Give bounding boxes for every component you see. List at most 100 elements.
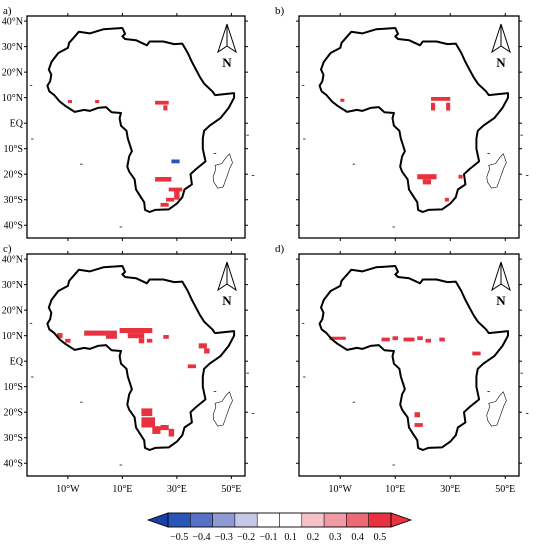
anomaly-cell — [95, 100, 100, 104]
island-speck — [487, 153, 490, 154]
anomaly-cell — [160, 202, 169, 207]
island-speck — [301, 84, 305, 86]
madagascar-coastline — [486, 391, 507, 427]
anomaly-cell — [439, 337, 445, 342]
x-tick-label: 10°E — [112, 484, 132, 495]
map-panel: b) N — [275, 5, 529, 241]
y-tick-label: 10°S — [3, 144, 23, 155]
anomaly-cell — [425, 338, 431, 343]
anomaly-cell — [146, 338, 153, 343]
panel-label: a) — [3, 5, 12, 17]
colorbar-tick-label: −0.5 — [170, 532, 188, 543]
panel-label: c) — [3, 243, 12, 255]
y-tick-label: 20°N — [2, 306, 23, 317]
colorbar-segment — [368, 512, 392, 528]
anomaly-cell — [417, 174, 437, 180]
anomaly-cell — [65, 338, 71, 343]
colorbar-tick-label: 0.1 — [284, 532, 297, 543]
colorbar-segment — [167, 512, 191, 528]
anomaly-cell — [444, 197, 449, 202]
x-tick-label: 10°W — [329, 484, 353, 495]
anomaly-cell — [403, 337, 415, 342]
colorbar-segment — [346, 512, 369, 528]
colorbar-tick-label: −0.3 — [215, 532, 233, 543]
island-speck — [352, 401, 356, 403]
island-speck — [303, 376, 306, 378]
x-tick-label: 10°E — [385, 484, 405, 495]
island-speck — [213, 391, 217, 392]
island-speck — [301, 322, 305, 324]
y-tick-label: EQ — [10, 119, 24, 130]
anomaly-cell — [422, 179, 432, 185]
north-arrow-icon: N — [491, 23, 511, 70]
island-speck — [520, 134, 523, 136]
anomaly-cell — [458, 174, 463, 179]
anomaly-cell — [446, 102, 451, 111]
y-tick-label: 20°S — [3, 408, 23, 419]
island-speck — [303, 138, 306, 140]
y-tick-label: 40°S — [3, 221, 23, 232]
y-tick-label: 40°S — [3, 459, 23, 470]
anomaly-cell — [152, 426, 161, 434]
island-speck — [525, 175, 529, 176]
island-speck — [251, 175, 255, 176]
colorbar-segment — [301, 512, 325, 528]
colorbar-high-extend — [390, 512, 413, 528]
anomaly-cell — [381, 337, 390, 342]
island-speck — [246, 372, 249, 374]
north-arrow-icon: N — [491, 261, 511, 308]
island-speck — [487, 391, 490, 392]
north-label: N — [222, 293, 232, 308]
y-tick-label: 40°N — [2, 255, 23, 266]
map-panel: a)40°N 30°N 20°N 10°N EQ 10°S 20°S 30°S 40°S N — [2, 5, 255, 241]
anomaly-cell — [141, 408, 153, 417]
island-speck — [525, 413, 529, 414]
north-arrow-icon: N — [217, 23, 237, 70]
anomaly-cell — [67, 100, 72, 104]
anomaly-cell — [414, 423, 423, 427]
colorbar-segment — [256, 512, 280, 528]
y-tick-label: 10°N — [2, 331, 23, 342]
island-speck — [213, 153, 217, 154]
anomaly-cell — [431, 97, 451, 101]
island-speck — [119, 226, 123, 228]
y-tick-label: 30°S — [3, 195, 23, 206]
anomaly-cell — [127, 333, 145, 339]
map-frame — [298, 15, 520, 239]
africa-coastline — [318, 27, 509, 213]
anomaly-cell — [141, 417, 155, 428]
colorbar-tick-label: 0.3 — [329, 532, 342, 543]
island-speck — [29, 84, 33, 86]
y-tick-label: EQ — [10, 357, 24, 368]
anomaly-cell — [417, 336, 423, 341]
colorbar-tick-label: 0.2 — [307, 532, 320, 543]
colorbar-outline — [167, 512, 392, 528]
island-speck — [352, 163, 356, 165]
anomaly-cell — [163, 335, 169, 339]
colorbar-tick-label: −0.4 — [192, 532, 210, 543]
anomaly-cell — [431, 102, 436, 111]
anomaly-cell — [57, 333, 63, 339]
colorbar-tick-label: −0.1 — [259, 532, 277, 543]
anomaly-cell — [166, 197, 175, 202]
x-tick-label: 30°E — [167, 484, 187, 495]
north-label: N — [496, 293, 506, 308]
colorbar-segment — [190, 512, 213, 528]
map-frame — [26, 253, 246, 477]
anomaly-cell — [155, 100, 169, 105]
anomaly-cell — [329, 336, 346, 340]
anomaly-cell — [472, 351, 481, 356]
anomaly-cell — [163, 105, 168, 111]
island-speck — [80, 401, 83, 403]
anomaly-cell — [171, 159, 180, 164]
x-tick-label: 50°E — [495, 484, 515, 495]
island-speck — [246, 134, 249, 136]
colorbar-low-extend — [146, 512, 169, 528]
anomaly-cell — [160, 425, 169, 431]
island-speck — [31, 376, 34, 378]
map-panel: d) 10°W 10°E 30°E 50°E N — [275, 243, 529, 495]
anomaly-cell — [106, 335, 117, 339]
anomaly-cell — [119, 328, 153, 334]
madagascar-coastline — [212, 153, 233, 189]
